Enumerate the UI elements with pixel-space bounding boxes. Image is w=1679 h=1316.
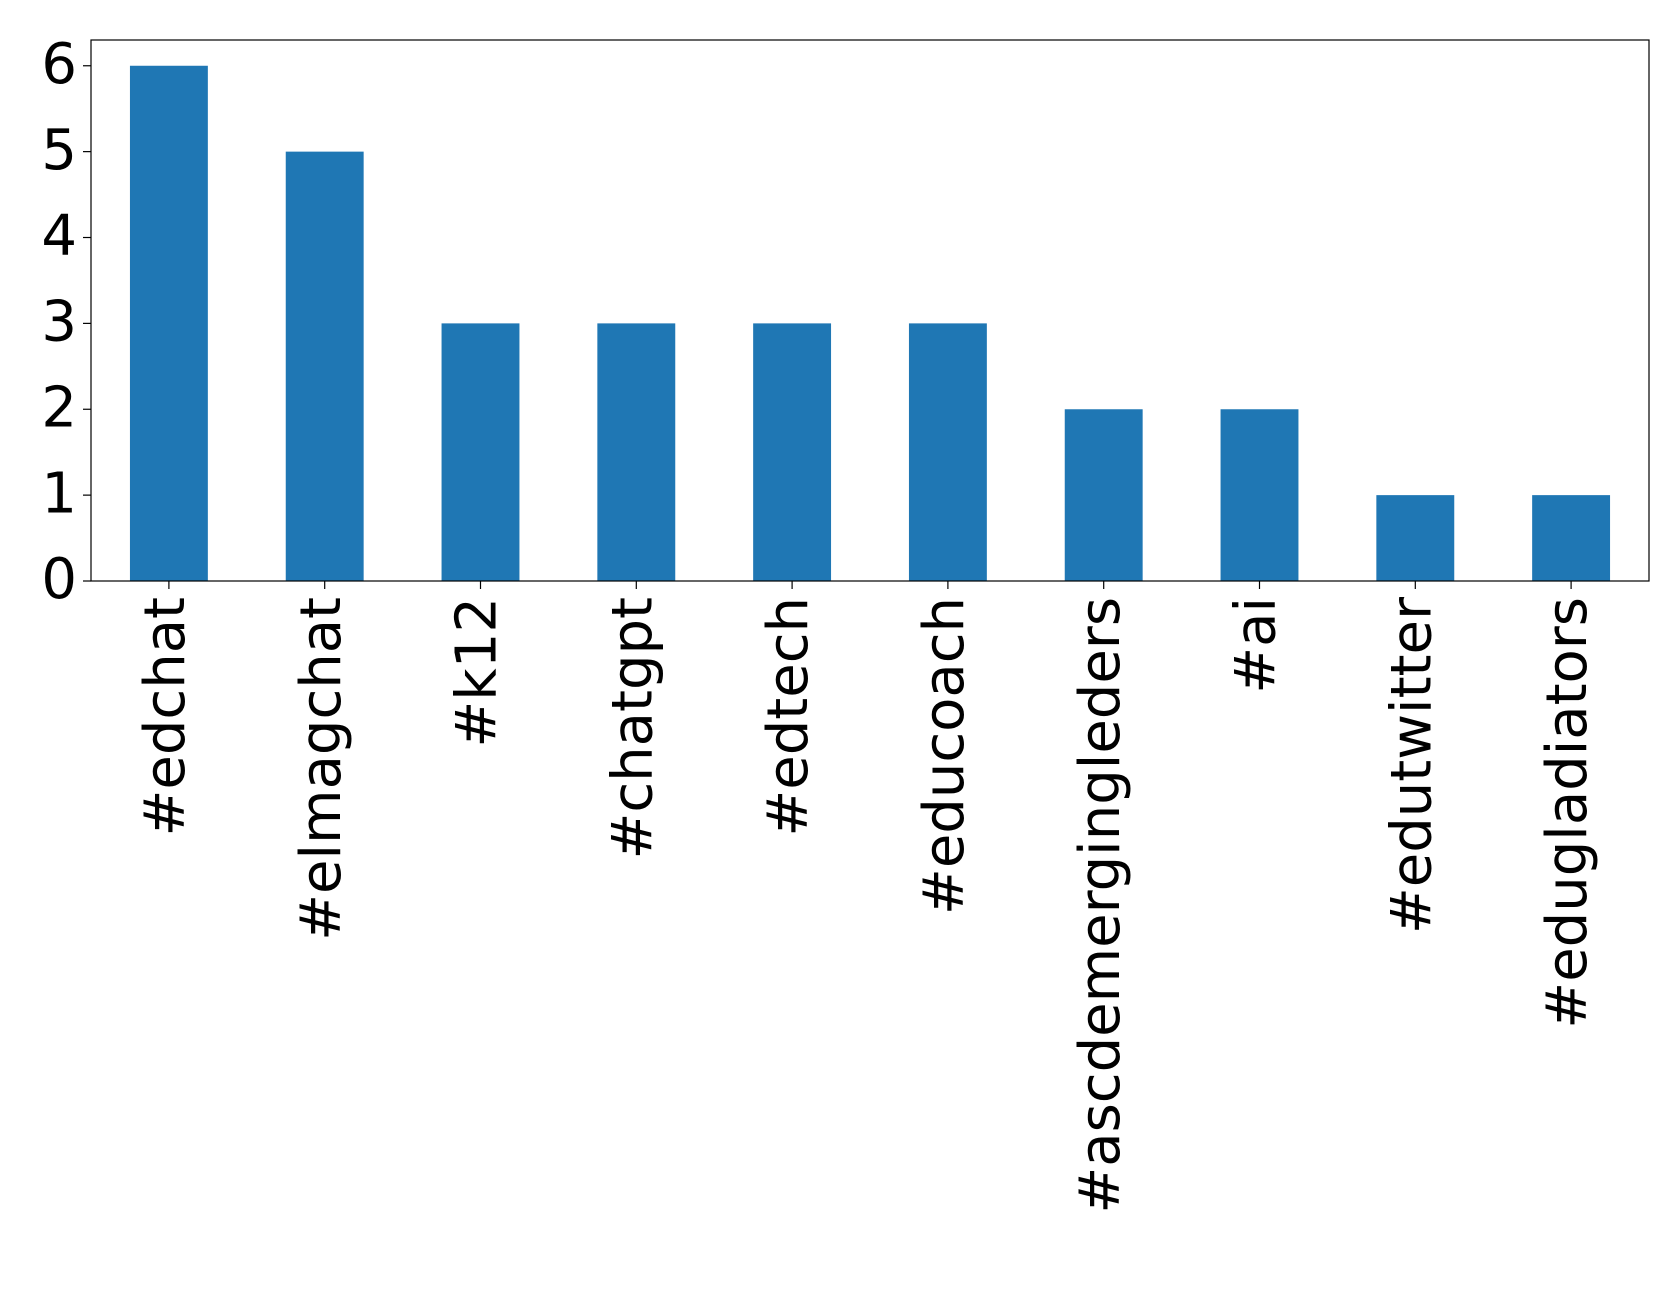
x-tick-label: #edtech <box>756 597 821 837</box>
x-tick-label: #educoach <box>912 597 977 915</box>
bar <box>285 151 364 581</box>
bar <box>1376 495 1455 581</box>
x-tick-label: #edchat <box>133 597 198 836</box>
y-tick-label: 3 <box>41 290 77 355</box>
plot-frame <box>90 39 1650 582</box>
y-tick-label: 2 <box>41 375 77 440</box>
bar <box>1064 409 1143 581</box>
y-tick-label: 6 <box>41 32 77 97</box>
x-tick-label: #k12 <box>445 597 510 748</box>
bar <box>753 323 832 581</box>
x-tick-label: #edugladiators <box>1535 597 1600 1029</box>
x-tick-label: #elmagchat <box>289 597 354 941</box>
bar <box>129 65 208 581</box>
y-tick-label: 1 <box>41 461 77 526</box>
bar <box>1532 495 1611 581</box>
x-tick-label: #ai <box>1224 597 1289 694</box>
bar <box>908 323 987 581</box>
bar <box>1220 409 1299 581</box>
bar <box>441 323 520 581</box>
y-tick-label: 5 <box>41 118 77 183</box>
x-tick-label: #edutwitter <box>1379 596 1444 934</box>
x-tick-label: #ascdemergingleders <box>1068 597 1133 1214</box>
y-tick-label: 4 <box>41 204 77 269</box>
y-tick-label: 0 <box>41 547 77 612</box>
x-tick-label: #chatgpt <box>600 597 665 860</box>
bar <box>597 323 676 581</box>
